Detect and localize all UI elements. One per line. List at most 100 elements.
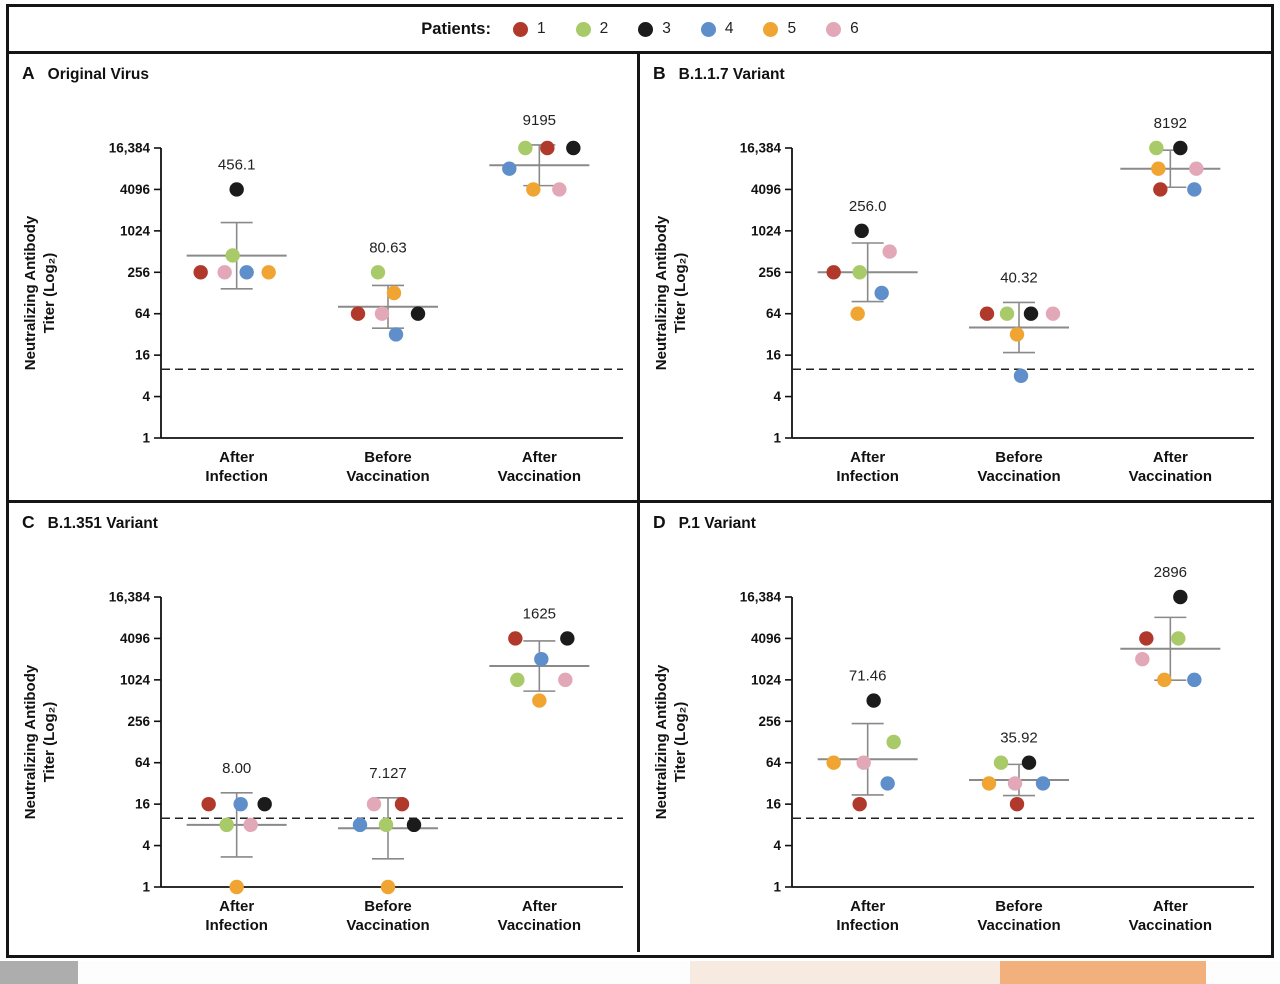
data-point-patient-2	[518, 140, 533, 156]
data-point-patient-4	[239, 265, 254, 280]
data-point-patient-2	[852, 265, 867, 280]
data-point-patient-6	[1135, 651, 1150, 667]
data-point-patient-6	[882, 244, 897, 259]
page-background-strip	[0, 961, 1280, 984]
patient-1-color-dot	[512, 21, 528, 37]
y-tick-label: 16,384	[740, 590, 782, 605]
y-tick-label: 1	[773, 431, 781, 446]
data-point-patient-2	[510, 672, 525, 688]
data-point-patient-3	[406, 817, 422, 833]
x-group-label: Before	[364, 898, 412, 915]
mean-value-label: 71.46	[849, 668, 887, 685]
x-group-label: Vaccination	[346, 468, 429, 485]
data-point-patient-1	[826, 265, 841, 280]
data-point-patient-2	[378, 817, 394, 833]
data-point-patient-6	[1189, 161, 1204, 176]
y-tick-label: 256	[127, 265, 150, 280]
mean-value-label: 256.0	[849, 198, 887, 215]
mean-value-label: 8192	[1154, 115, 1187, 132]
background-segment-orange	[1000, 961, 1206, 984]
x-group-label: After	[1153, 898, 1188, 915]
data-point-patient-6	[1007, 776, 1023, 791]
panel-B-letter: B	[653, 63, 666, 83]
data-point-patient-6	[856, 755, 871, 770]
data-point-patient-1	[1009, 796, 1025, 812]
legend-patient-number: 6	[850, 20, 859, 37]
data-point-patient-5	[850, 306, 865, 321]
data-point-patient-1	[979, 306, 995, 321]
background-segment-gray	[0, 961, 78, 984]
data-point-patient-5	[261, 265, 276, 280]
legend-items: 1 2 3 4 5 6	[512, 20, 859, 38]
y-tick-label: 1024	[751, 672, 782, 687]
data-point-patient-5	[386, 285, 402, 301]
y-axis-label: Neutralizing Antibody Titer (Log₂)	[653, 215, 689, 370]
y-tick-label: 1024	[120, 672, 151, 687]
data-point-patient-6	[1045, 306, 1061, 321]
y-tick-label: 256	[758, 714, 781, 729]
data-point-patient-5	[380, 879, 396, 895]
y-tick-label: 16,384	[109, 590, 151, 605]
x-group-label: Infection	[836, 468, 899, 485]
data-point-patient-1	[1139, 631, 1154, 646]
patients-legend: Patients: 1 2 3 4 5 6	[9, 7, 1271, 54]
data-point-patient-5	[826, 755, 841, 770]
mean-value-label: 40.32	[1000, 269, 1038, 286]
x-group-label: Before	[995, 449, 1043, 466]
data-point-patient-3	[866, 693, 881, 708]
x-group-label: Vaccination	[1129, 917, 1212, 934]
patient-3-color-dot	[638, 21, 654, 37]
x-group-label: Vaccination	[977, 917, 1060, 934]
panel-C-header: C B.1.351 Variant	[9, 503, 637, 535]
x-group-label: After	[522, 449, 557, 466]
x-group-label: After	[219, 898, 254, 915]
mean-value-label: 456.1	[218, 156, 256, 173]
data-point-patient-5	[981, 776, 997, 791]
y-tick-label: 4	[773, 838, 781, 853]
y-tick-label: 4	[773, 389, 781, 404]
y-tick-label: 16,384	[109, 141, 151, 156]
data-point-patient-2	[370, 265, 386, 280]
panel-B-header: B B.1.1.7 Variant	[640, 54, 1271, 86]
y-tick-label: 4096	[751, 182, 782, 197]
data-point-patient-3	[1021, 755, 1037, 770]
y-tick-label: 64	[766, 755, 782, 770]
data-point-patient-3	[1023, 306, 1039, 321]
mean-value-label: 7.127	[369, 765, 407, 782]
y-tick-label: 4	[142, 838, 150, 853]
panel-C-letter: C	[22, 512, 35, 532]
panel-grid: A Original Virus 16,384 4096 1024 256 64 16 4 1…	[9, 54, 1271, 952]
legend-patient-4: 4	[700, 20, 733, 38]
data-point-patient-2	[993, 755, 1009, 770]
legend-patient-2: 2	[575, 20, 609, 38]
y-tick-label: 4	[142, 389, 150, 404]
data-point-patient-2	[225, 248, 240, 263]
y-tick-label: 256	[758, 265, 781, 280]
legend-patient-5: 5	[763, 20, 796, 38]
x-group-label: Vaccination	[1129, 468, 1212, 485]
x-group-label: After	[219, 449, 254, 466]
mean-value-label: 9195	[523, 112, 556, 129]
x-group-label: Vaccination	[498, 468, 581, 485]
x-group-label: After	[522, 898, 557, 915]
data-point-patient-6	[552, 182, 567, 197]
data-point-patient-1	[508, 631, 523, 646]
data-point-patient-4	[352, 817, 368, 833]
data-point-patient-2	[1149, 140, 1164, 156]
legend-patient-1: 1	[512, 20, 546, 38]
panel-D-letter: D	[653, 512, 666, 532]
y-tick-label: 256	[127, 714, 150, 729]
x-group-label: Infection	[836, 917, 899, 934]
data-point-patient-6	[243, 817, 258, 833]
data-point-patient-6	[217, 265, 232, 280]
data-point-patient-1	[201, 796, 216, 812]
y-tick-label: 1	[142, 431, 150, 446]
legend-patient-6: 6	[826, 20, 859, 38]
data-point-patient-3	[1173, 140, 1188, 156]
panel-D-plot: 16,384 4096 1024 256 64 16 4 1 Neutralizing Anti…	[653, 564, 1254, 934]
legend-patient-number: 2	[599, 20, 609, 37]
data-point-patient-4	[388, 327, 404, 342]
panel-A-letter: A	[22, 63, 35, 83]
data-point-patient-1	[394, 796, 410, 812]
data-point-patient-4	[1187, 672, 1202, 688]
